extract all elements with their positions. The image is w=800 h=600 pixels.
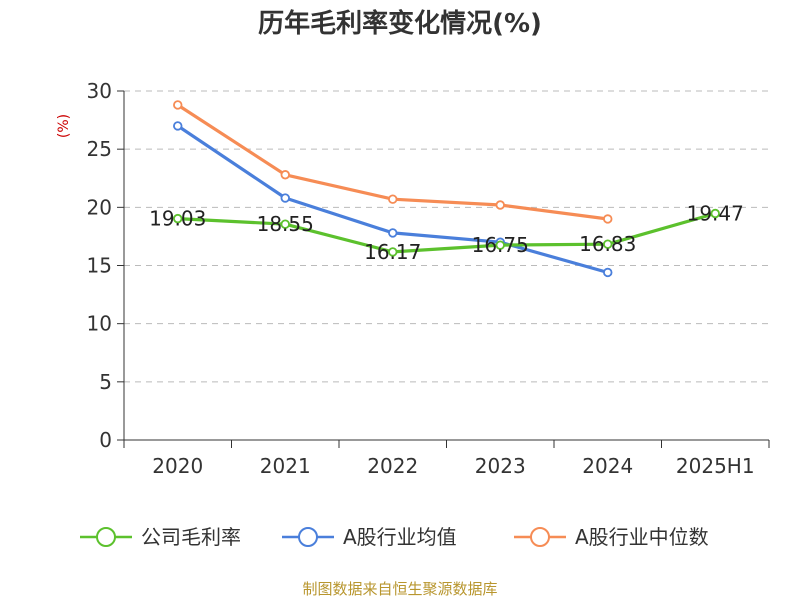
legend: 公司毛利率 A股行业均值 A股行业中位数 <box>80 525 709 549</box>
series-group <box>173 100 720 278</box>
y-tick-label: 25 <box>87 137 112 161</box>
x-tick-labels: 2020 2021 2022 2023 2024 2025H1 <box>152 454 754 478</box>
legend-label: A股行业中位数 <box>575 525 709 549</box>
data-point <box>173 100 183 110</box>
axes <box>123 91 770 448</box>
data-point <box>280 193 290 203</box>
y-tick-label: 30 <box>87 79 112 103</box>
y-axis-unit: (%) <box>56 114 72 138</box>
data-point <box>603 214 613 224</box>
source-note: 制图数据来自恒生聚源数据库 <box>302 580 497 598</box>
chart-title: 历年毛利率变化情况(%) <box>258 8 542 39</box>
y-tick-label: 0 <box>99 428 112 452</box>
y-tick-label: 15 <box>87 254 112 278</box>
data-point <box>495 240 505 250</box>
legend-marker <box>96 527 116 547</box>
data-label: 19.03 <box>149 207 206 231</box>
data-point <box>710 208 720 219</box>
data-label: 16.83 <box>579 232 636 256</box>
data-point <box>280 219 290 229</box>
x-tick-label: 2024 <box>582 454 633 478</box>
data-point <box>603 267 613 278</box>
data-label: 19.47 <box>687 201 744 225</box>
legend-label: 公司毛利率 <box>141 525 241 549</box>
data-point <box>280 170 290 180</box>
x-tick-label: 2020 <box>152 454 203 478</box>
data-label: 18.55 <box>257 212 314 236</box>
data-point <box>603 239 613 249</box>
x-tick-label: 2022 <box>367 454 418 478</box>
x-tick-label: 2023 <box>475 454 526 478</box>
legend-marker <box>530 527 550 547</box>
grid-lines <box>117 90 769 441</box>
legend-label: A股行业均值 <box>343 525 457 549</box>
data-point <box>173 121 183 131</box>
y-tick-label: 10 <box>87 312 112 336</box>
data-point <box>388 194 398 204</box>
legend-marker <box>298 527 318 547</box>
x-tick-label: 2021 <box>260 454 311 478</box>
y-tick-labels: 0 5 10 15 20 25 30 <box>87 79 112 452</box>
data-point <box>495 200 505 210</box>
x-tick-label: 2025H1 <box>676 454 755 478</box>
data-labels: 19.03 18.55 16.17 16.75 16.83 19.47 <box>149 201 744 263</box>
data-point <box>388 247 398 257</box>
data-point <box>388 228 398 238</box>
series-line <box>177 211 716 254</box>
y-tick-label: 5 <box>99 370 112 394</box>
y-tick-label: 20 <box>87 195 112 219</box>
data-point <box>173 213 183 224</box>
data-label: 16.75 <box>472 233 529 257</box>
data-label: 16.17 <box>364 240 421 264</box>
